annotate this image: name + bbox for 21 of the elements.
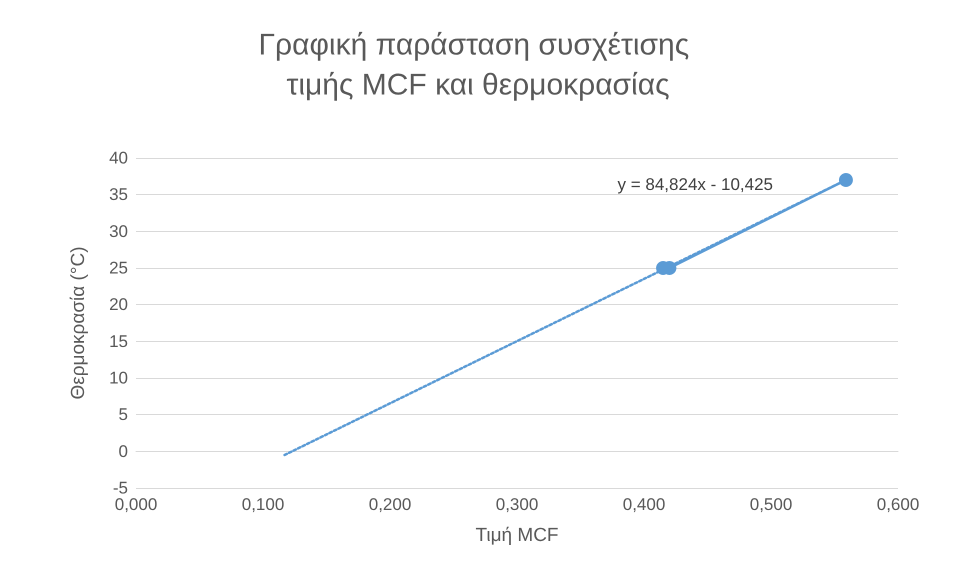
x-axis-title: Τιμή MCF [475,525,559,546]
x-tick-label: 0,400 [622,495,666,514]
y-tick-label: 35 [109,185,128,204]
x-tick-label: 0,500 [750,495,792,514]
x-tick-label: 0,300 [496,495,538,514]
y-tick-label: 15 [109,332,128,351]
x-tick-label: 0,000 [114,495,158,514]
x-tick-label: 0,100 [242,495,284,514]
y-tick-label: 10 [109,368,128,388]
y-axis-title: Θερμοκρασία (°C) [68,246,89,400]
y-tick-label: -5 [112,478,128,498]
y-tick-label: 25 [109,258,128,278]
x-tick-label: 0,200 [368,495,412,514]
y-tick-label: 0 [118,442,128,461]
x-tick-label: 0,600 [876,495,920,514]
y-tick-label: 5 [118,405,128,424]
y-tick-label: 30 [109,222,128,241]
chart-title: Γραφική παράσταση συσχέτισης τιμής MCF και θερμοκρασίας [258,28,698,102]
y-tick-label: 40 [109,148,128,168]
annotation: y = 84,824x - 10,425 [618,175,774,194]
y-tick-label: 20 [109,295,128,314]
